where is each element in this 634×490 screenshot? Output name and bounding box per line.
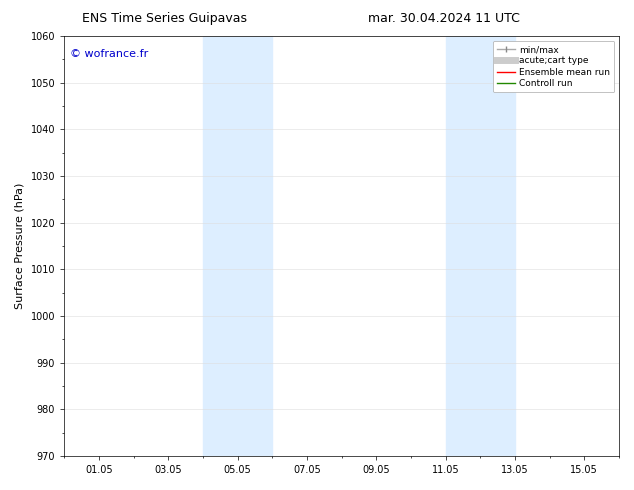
Bar	[446, 36, 515, 456]
Bar	[203, 36, 272, 456]
Y-axis label: Surface Pressure (hPa): Surface Pressure (hPa)	[15, 183, 25, 309]
Text: mar. 30.04.2024 11 UTC: mar. 30.04.2024 11 UTC	[368, 12, 520, 25]
Legend: min/max, acute;cart type, Ensemble mean run, Controll run: min/max, acute;cart type, Ensemble mean …	[493, 41, 614, 93]
Text: ENS Time Series Guipavas: ENS Time Series Guipavas	[82, 12, 247, 25]
Text: © wofrance.fr: © wofrance.fr	[70, 49, 148, 59]
